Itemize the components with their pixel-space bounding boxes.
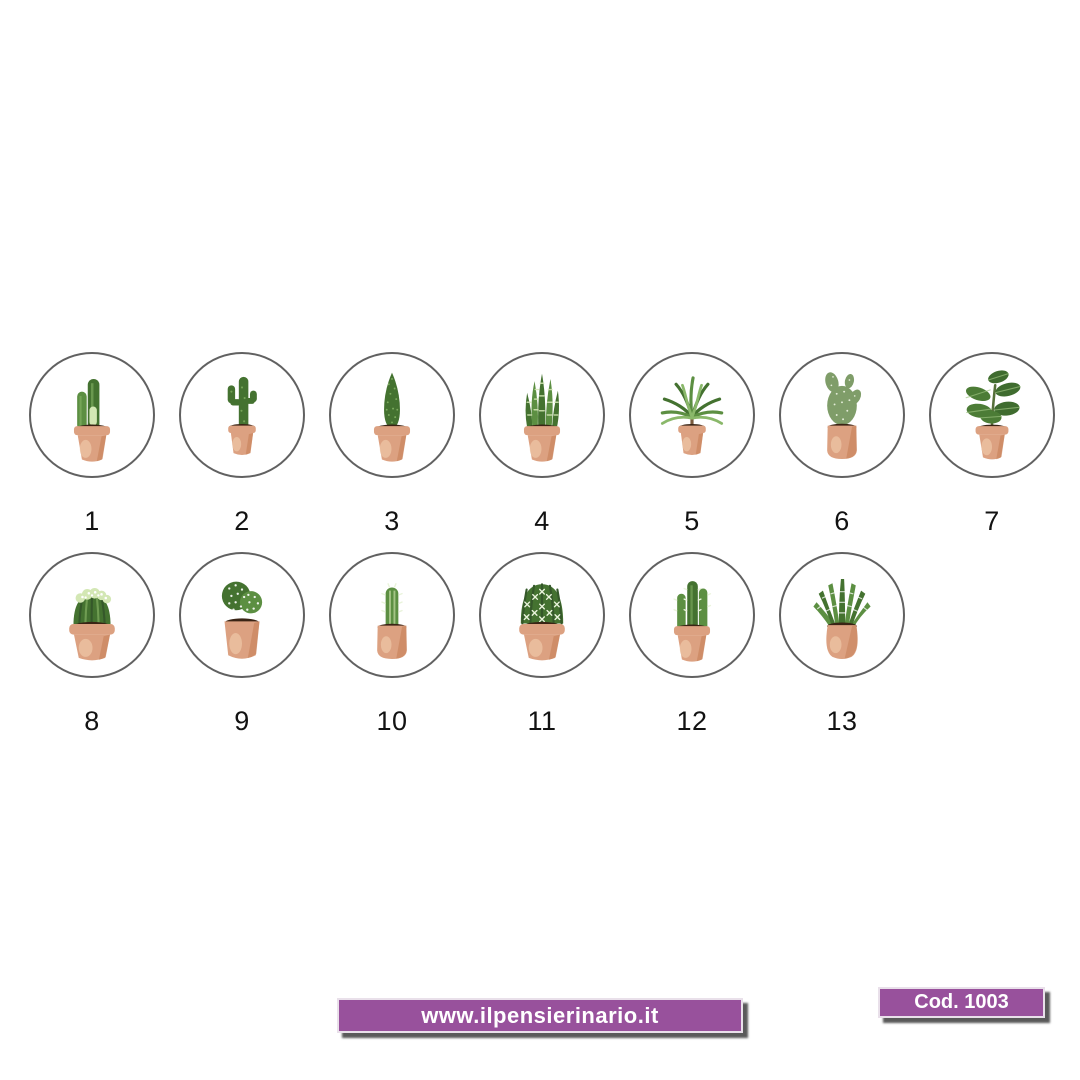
dracaena-palm-illustration xyxy=(660,376,724,456)
plant-circle xyxy=(29,352,155,478)
plant-option-13[interactable]: 13 xyxy=(767,552,917,735)
pot-group xyxy=(826,622,858,659)
plant-number: 11 xyxy=(527,706,557,736)
plant-circle xyxy=(329,552,455,678)
plant-number: 13 xyxy=(826,706,858,736)
plant-circle xyxy=(479,352,605,478)
plant-option-8[interactable]: 8 xyxy=(17,552,167,735)
triple-column-cactus-illustration xyxy=(673,581,712,662)
branching-candelabra-cactus-illustration xyxy=(227,376,257,456)
pot-group xyxy=(673,624,711,662)
plant-option-9[interactable]: 9 xyxy=(167,552,317,735)
plant-group xyxy=(381,583,403,630)
plant-circle xyxy=(179,352,305,478)
plant-number: 4 xyxy=(534,506,550,536)
plant-group xyxy=(520,583,564,625)
plant-group xyxy=(221,581,263,614)
plant-group xyxy=(813,578,871,628)
pot-group xyxy=(975,424,1009,460)
plant-group xyxy=(227,376,257,430)
plant-number: 6 xyxy=(834,506,850,536)
broadleaf-ficus-illustration xyxy=(965,370,1021,460)
plant-group xyxy=(825,372,862,426)
plant-number: 10 xyxy=(376,706,408,736)
pot-group xyxy=(519,621,565,661)
plant-option-3[interactable]: 3 xyxy=(317,352,467,535)
pot-group xyxy=(523,424,561,462)
plant-group xyxy=(73,587,112,627)
plant-option-12[interactable]: 12 xyxy=(617,552,767,735)
plant-option-6[interactable]: 6 xyxy=(767,352,917,535)
dotted-round-cactus-illustration xyxy=(221,581,263,659)
pot-group xyxy=(377,623,407,659)
pot-group xyxy=(224,618,260,659)
pot-group xyxy=(73,424,111,462)
plant-group xyxy=(965,370,1021,429)
pot-group xyxy=(678,424,706,456)
plant-circle xyxy=(779,552,905,678)
plant-number: 1 xyxy=(84,506,100,536)
plant-circle xyxy=(29,552,155,678)
website-banner[interactable]: www.ilpensierinario.it xyxy=(337,998,743,1033)
small-column-cactus-illustration xyxy=(377,583,407,659)
zebra-haworthia-illustration xyxy=(813,578,871,659)
plant-option-11[interactable]: 11 xyxy=(467,552,617,735)
product-code-text: Cod. 1003 xyxy=(914,991,1009,1013)
prickly-pear-cactus-illustration xyxy=(825,372,862,459)
plant-number: 3 xyxy=(384,506,400,536)
pot-group xyxy=(228,424,256,456)
product-code-badge: Cod. 1003 xyxy=(878,987,1045,1018)
plant-group xyxy=(77,378,100,430)
tall-column-cactus-illustration xyxy=(373,372,411,462)
plant-option-10[interactable]: 10 xyxy=(317,552,467,735)
plant-circle xyxy=(929,352,1055,478)
plant-group xyxy=(660,376,724,430)
flowering-barrel-cactus-illustration xyxy=(69,587,115,661)
plant-number: 7 xyxy=(984,506,1000,536)
plant-circle xyxy=(779,352,905,478)
plant-option-5[interactable]: 5 xyxy=(617,352,767,535)
plant-option-4[interactable]: 4 xyxy=(467,352,617,535)
plant-circle xyxy=(179,552,305,678)
website-banner-text: www.ilpensierinario.it xyxy=(421,1002,659,1028)
plant-circle xyxy=(329,352,455,478)
plant-circle xyxy=(629,552,755,678)
plant-circle xyxy=(479,552,605,678)
plant-group xyxy=(673,581,712,630)
pot-group xyxy=(373,424,411,462)
plant-circle xyxy=(629,352,755,478)
plant-number: 12 xyxy=(676,706,708,736)
pot-group xyxy=(69,621,115,661)
pot-group xyxy=(827,423,857,459)
twin-column-cactus-illustration xyxy=(73,378,111,462)
plant-option-1[interactable]: 1 xyxy=(17,352,167,535)
plant-group xyxy=(384,372,400,430)
golden-barrel-cactus-illustration xyxy=(519,583,565,661)
plant-number: 9 xyxy=(234,706,250,736)
plant-number: 8 xyxy=(84,706,100,736)
plant-option-7[interactable]: 7 xyxy=(917,352,1067,535)
plant-option-2[interactable]: 2 xyxy=(167,352,317,535)
plant-number: 2 xyxy=(234,506,250,536)
snake-plant-illustration xyxy=(523,373,561,462)
plant-group xyxy=(525,373,560,428)
plant-number: 5 xyxy=(684,506,700,536)
